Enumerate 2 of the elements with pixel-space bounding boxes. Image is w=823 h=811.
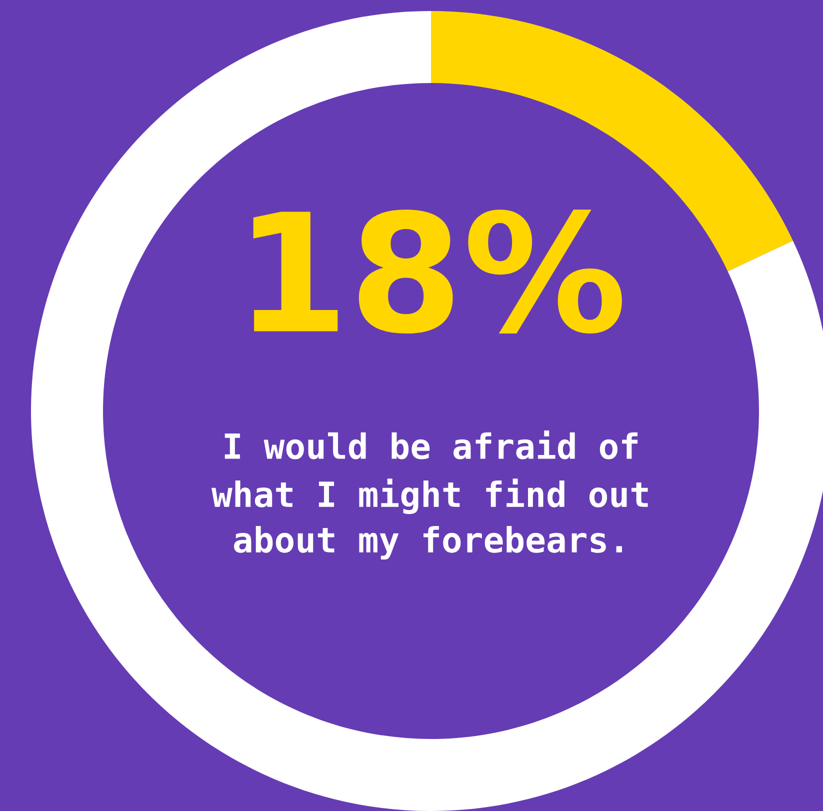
text: I would be afraid of what I might find out about my forebears.: [212, 430, 648, 560]
data-label: 18%: [253, 210, 622, 334]
